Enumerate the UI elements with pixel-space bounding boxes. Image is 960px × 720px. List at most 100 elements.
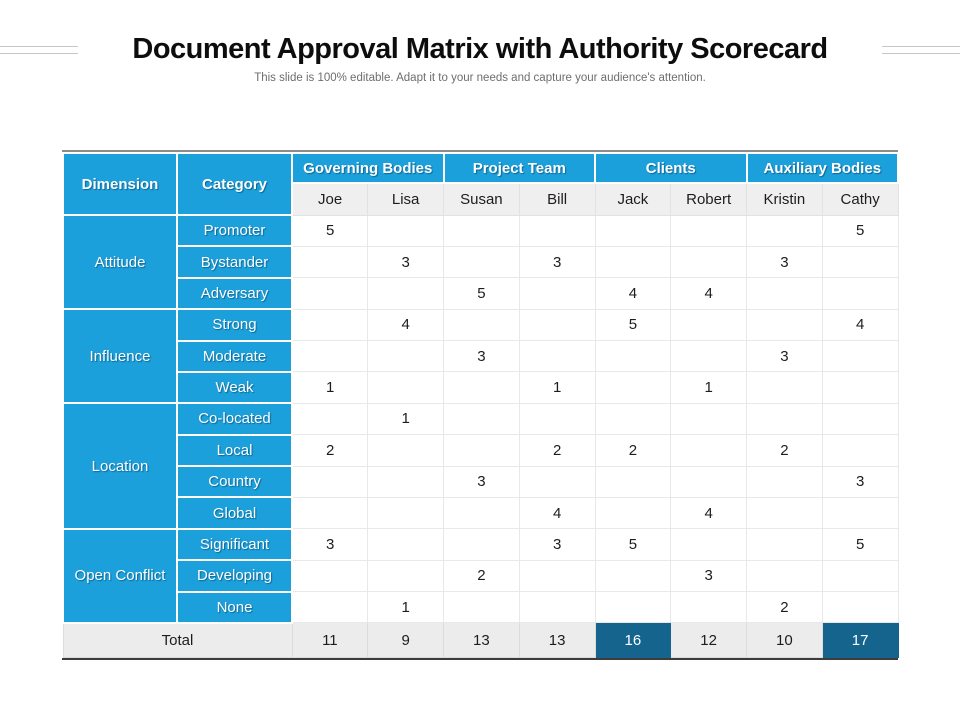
- score-cell: [746, 528, 823, 561]
- score-cell: [518, 339, 596, 373]
- score-cell: [746, 308, 823, 342]
- score-cell: [518, 465, 596, 498]
- score-cell: [670, 339, 748, 373]
- category-cell-global: Global: [176, 496, 293, 530]
- matrix-row-country: Country 3 3: [63, 464, 899, 499]
- score-cell: [291, 339, 369, 373]
- total-cell: 11: [291, 622, 369, 658]
- score-cell: [367, 277, 444, 310]
- total-cell: 12: [670, 622, 748, 658]
- score-cell: [443, 245, 520, 279]
- score-cell: 2: [746, 590, 823, 624]
- score-cell: [367, 214, 444, 247]
- score-cell: [367, 434, 444, 467]
- score-cell: [594, 496, 672, 530]
- score-cell: [518, 214, 596, 247]
- score-cell: [367, 496, 444, 530]
- score-cell: [821, 402, 899, 436]
- score-cell: 3: [443, 465, 520, 498]
- category-cell-weak: Weak: [176, 370, 293, 405]
- score-cell: [443, 308, 520, 342]
- score-cell: [670, 465, 748, 498]
- total-cell: 10: [746, 622, 823, 658]
- score-cell: 3: [518, 528, 596, 561]
- score-cell: [443, 590, 520, 624]
- category-cell-developing: Developing: [176, 559, 293, 593]
- score-cell: [291, 496, 369, 530]
- group-header-clients: Clients: [594, 152, 748, 184]
- score-cell: [821, 245, 899, 279]
- score-cell: [291, 308, 369, 342]
- category-cell-bystander: Bystander: [176, 245, 293, 279]
- matrix-table: Dimension Category Governing Bodies Project…: [62, 152, 900, 658]
- score-cell: 1: [367, 402, 444, 436]
- score-cell: 4: [367, 308, 444, 342]
- dimension-cell-influence: Influence: [62, 308, 178, 405]
- score-cell: [670, 308, 748, 342]
- category-cell-country: Country: [176, 464, 293, 499]
- score-cell: [291, 277, 369, 310]
- score-cell: 5: [443, 277, 520, 310]
- decorative-line-left-top: [0, 46, 78, 47]
- approval-matrix-table-container: Dimension Category Governing Bodies Project…: [62, 150, 900, 660]
- matrix-row-bystander: Bystander 3 3 3: [63, 245, 899, 279]
- person-header-jack: Jack: [594, 182, 672, 216]
- score-cell: [443, 402, 520, 436]
- score-cell: [443, 528, 520, 561]
- score-cell: [594, 371, 672, 404]
- score-cell: [367, 371, 444, 404]
- total-cell: 13: [443, 622, 520, 658]
- person-header-kristin: Kristin: [746, 182, 823, 216]
- score-cell: [746, 402, 823, 436]
- total-cell-highlighted: 17: [821, 622, 899, 658]
- score-cell: [821, 277, 899, 310]
- score-cell: [670, 528, 748, 561]
- score-cell: [518, 559, 596, 593]
- dimension-cell-attitude: Attitude: [62, 213, 178, 311]
- category-cell-co-located: Co-located: [176, 402, 293, 436]
- slide-header: Document Approval Matrix with Authority …: [0, 0, 960, 84]
- score-cell: 4: [821, 308, 899, 342]
- score-cell: [821, 339, 899, 373]
- score-cell: 5: [821, 528, 899, 561]
- score-cell: [746, 371, 823, 404]
- score-cell: 5: [594, 528, 672, 561]
- score-cell: [670, 245, 748, 279]
- score-cell: 3: [821, 465, 899, 498]
- score-cell: [443, 496, 520, 530]
- score-cell: 3: [746, 245, 823, 279]
- category-cell-adversary: Adversary: [176, 276, 293, 311]
- score-cell: 4: [670, 496, 748, 530]
- score-cell: [594, 402, 672, 436]
- dimension-cell-open-conflict: Open Conflict: [62, 527, 178, 624]
- matrix-row-global: Global 4 4: [63, 496, 899, 530]
- score-cell: 1: [367, 590, 444, 624]
- score-cell: 2: [518, 434, 596, 467]
- corner-header-category: Category: [176, 152, 293, 216]
- score-cell: [367, 339, 444, 373]
- page-title: Document Approval Matrix with Authority …: [132, 33, 828, 65]
- score-cell: 4: [670, 277, 748, 310]
- score-cell: [518, 402, 596, 436]
- score-cell: [594, 559, 672, 593]
- matrix-row-local: Local 2 2 2 2: [63, 433, 899, 468]
- matrix-row-none: None 1 2: [63, 590, 899, 624]
- total-cell: 13: [518, 622, 596, 658]
- score-cell: [746, 214, 823, 247]
- category-cell-significant: Significant: [176, 527, 293, 562]
- score-cell: [443, 434, 520, 467]
- score-cell: [367, 559, 444, 593]
- total-label: Total: [62, 622, 293, 658]
- score-cell: [291, 402, 369, 436]
- score-cell: [518, 590, 596, 624]
- score-cell: 4: [594, 277, 672, 310]
- person-header-joe: Joe: [291, 182, 369, 216]
- score-cell: [670, 214, 748, 247]
- matrix-row-adversary: Adversary 5 4 4: [63, 276, 899, 311]
- score-cell: [746, 277, 823, 310]
- score-cell: [367, 528, 444, 561]
- score-cell: [594, 590, 672, 624]
- score-cell: [821, 590, 899, 624]
- page-subtitle: This slide is 100% editable. Adapt it to…: [254, 72, 706, 84]
- score-cell: 3: [518, 245, 596, 279]
